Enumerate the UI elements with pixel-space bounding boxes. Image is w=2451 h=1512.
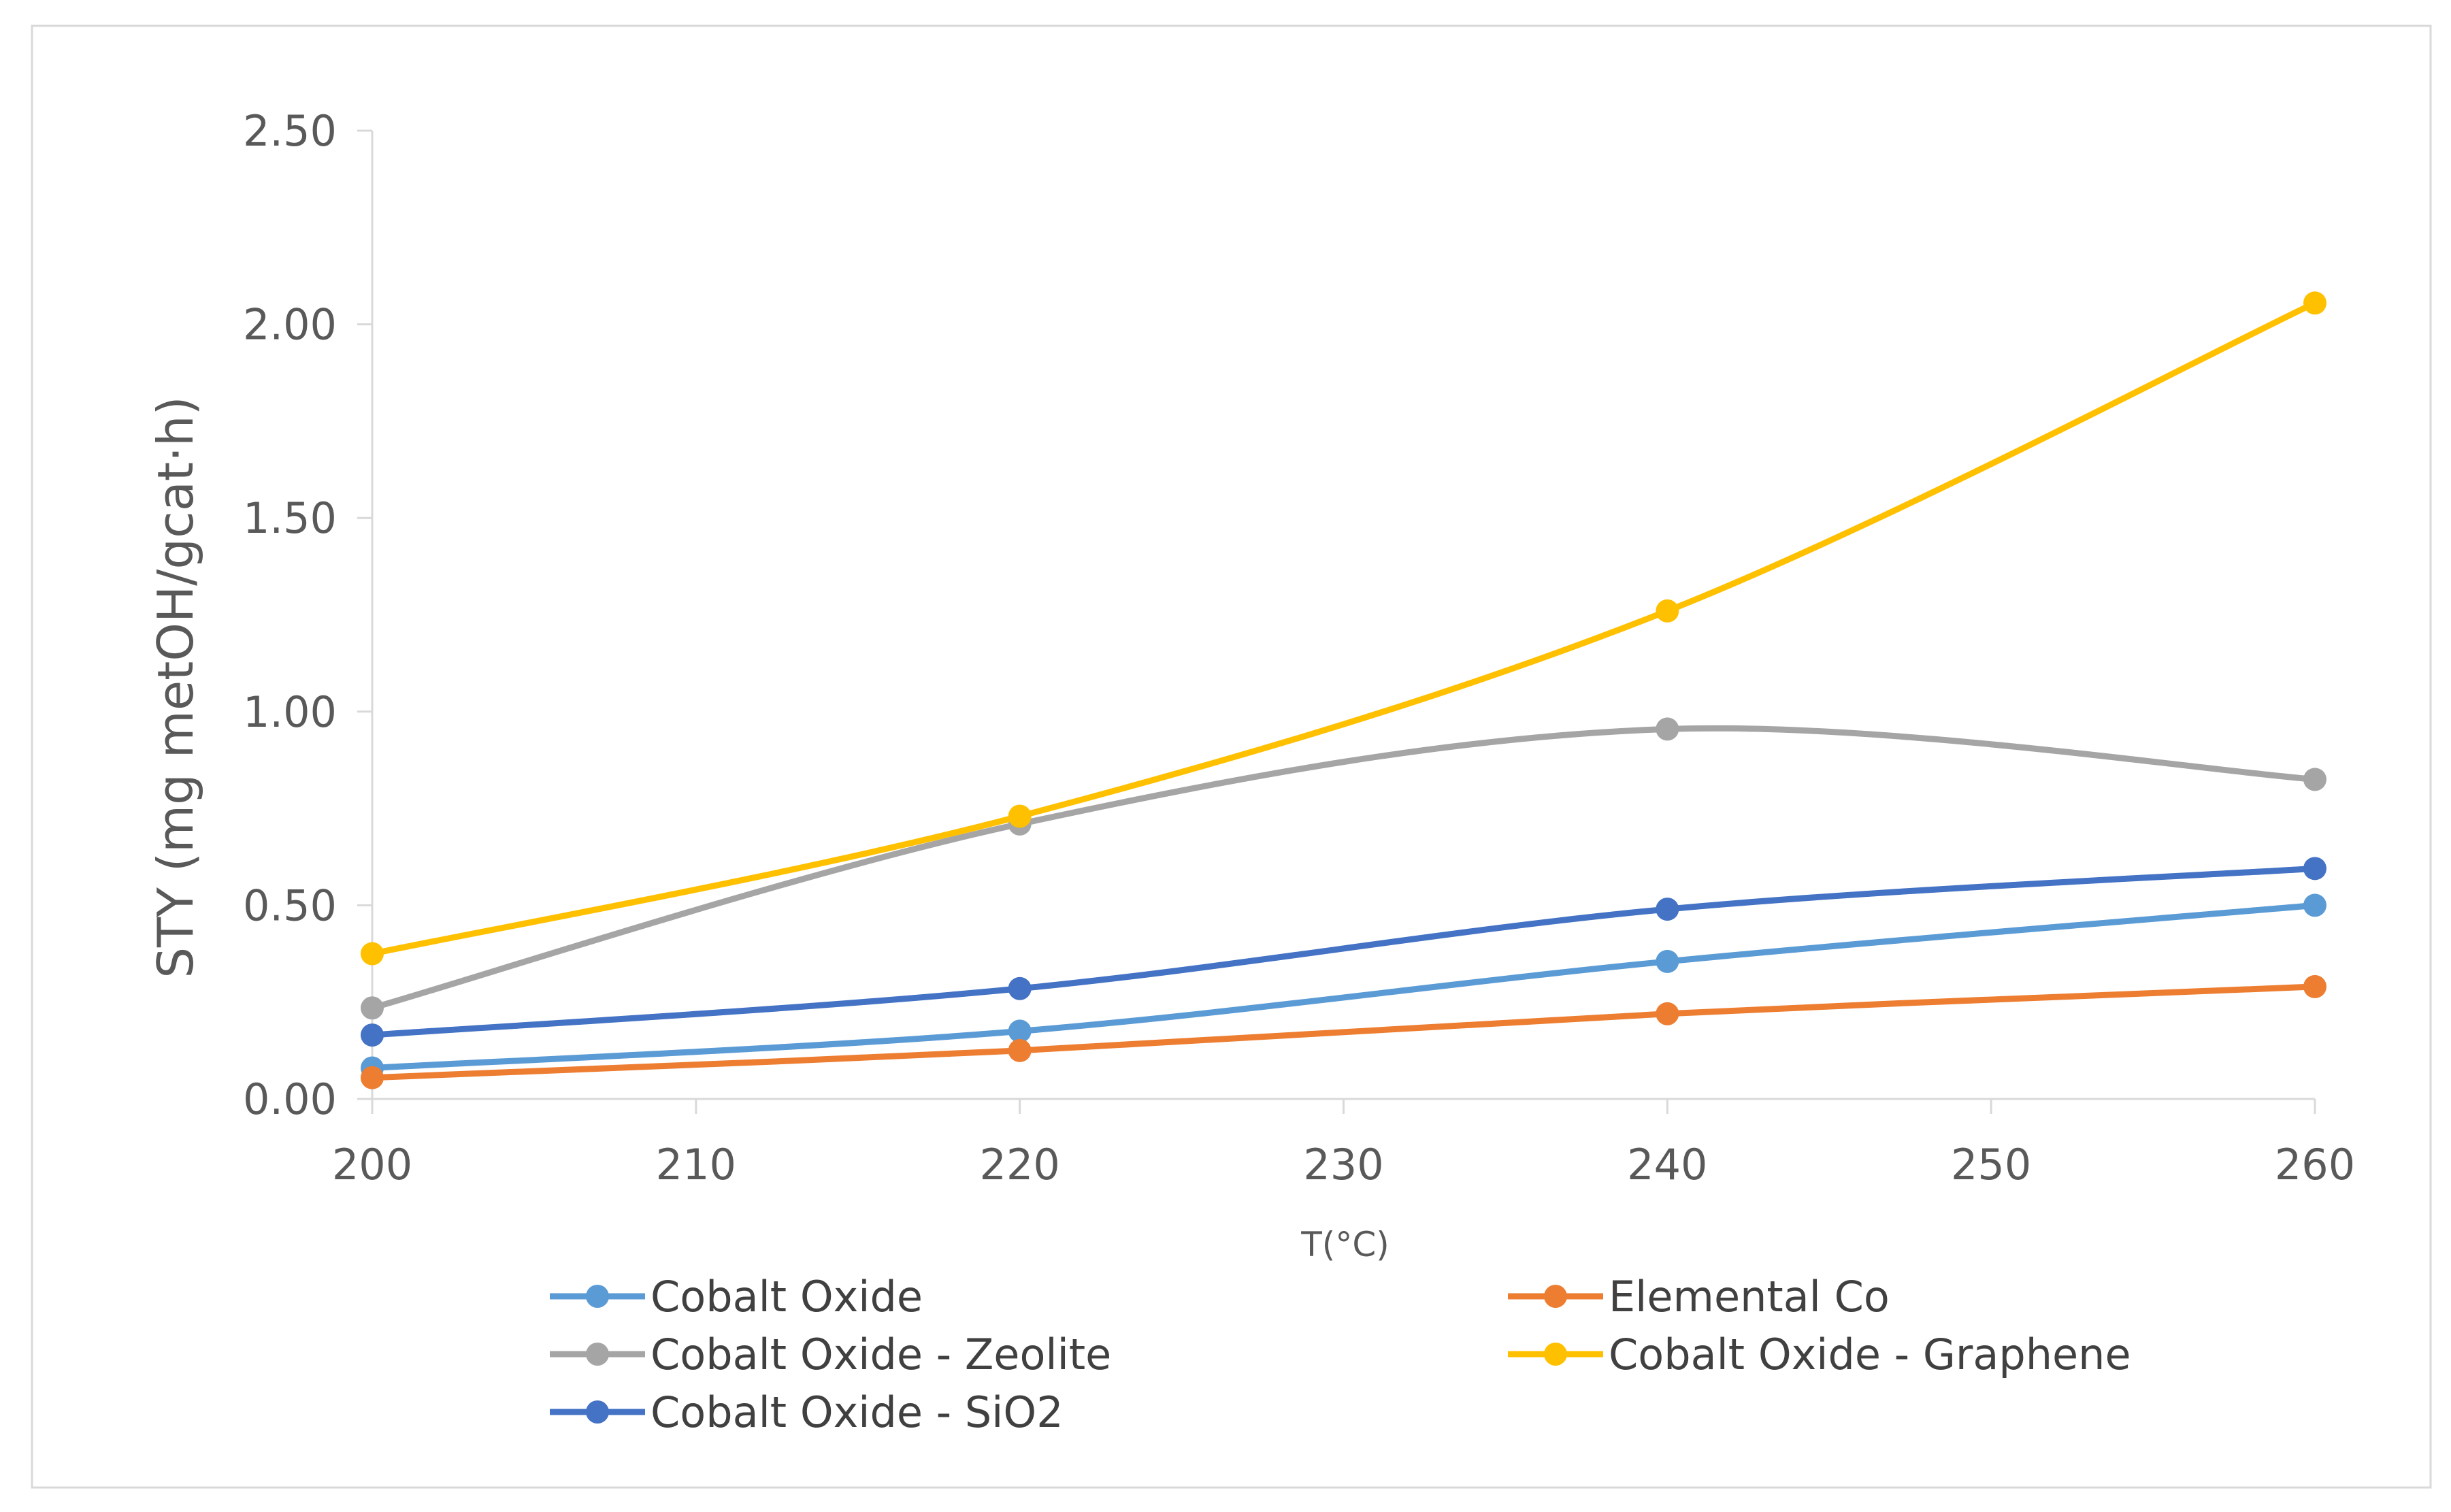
y-axis-title: STY (mg metOH/gcat·h) — [147, 396, 204, 978]
y-tick-label: 2.50 — [243, 106, 337, 156]
legend-item: Cobalt Oxide - Graphene — [1508, 1330, 2131, 1379]
data-point — [1656, 949, 1679, 973]
legend-item: Elemental Co — [1508, 1272, 1890, 1321]
legend-item: Cobalt Oxide - Zeolite — [550, 1330, 1111, 1379]
x-tick-label: 250 — [1951, 1140, 2031, 1189]
data-point — [2303, 974, 2326, 998]
data-point — [1656, 599, 1679, 623]
legend-label: Cobalt Oxide - SiO2 — [651, 1387, 1064, 1437]
x-tick-label: 220 — [979, 1140, 1059, 1189]
y-tick-label: 1.00 — [243, 687, 337, 737]
series-line — [369, 299, 2318, 957]
data-point — [361, 1023, 384, 1047]
data-point — [1008, 1038, 1032, 1062]
data-point — [2303, 291, 2326, 315]
legend-label: Cobalt Oxide - Zeolite — [651, 1330, 1111, 1379]
data-point — [1656, 717, 1679, 741]
x-axis-title: T(°C) — [1300, 1225, 1389, 1264]
legend-swatch-marker — [1544, 1343, 1567, 1366]
y-tick-label: 1.50 — [243, 493, 337, 543]
legend-label: Cobalt Oxide - Graphene — [1609, 1330, 2131, 1379]
series-line — [369, 865, 2318, 1038]
series-line — [369, 725, 2318, 1011]
data-point — [361, 942, 384, 966]
legend-label: Cobalt Oxide — [651, 1272, 923, 1321]
legend-swatch-marker — [586, 1400, 609, 1424]
y-tick-label: 0.00 — [243, 1074, 337, 1124]
series-cobalt-oxide-sio2 — [361, 857, 2326, 1047]
series-cobalt-oxide-graphene — [361, 291, 2326, 966]
data-point — [361, 996, 384, 1020]
data-point — [1008, 804, 1032, 828]
data-point — [2303, 768, 2326, 791]
data-point — [1656, 1002, 1679, 1025]
legend-swatch-marker — [586, 1343, 609, 1366]
axes: 0.00 0.50 1.00 1.50 2.00 2.50 200 210 220 230 240 2… — [243, 106, 2355, 1189]
x-tick-label: 210 — [656, 1140, 736, 1189]
series-line — [369, 983, 2318, 1081]
legend: Cobalt Oxide Elemental Co Cobalt Oxide - Z… — [550, 1272, 2131, 1437]
x-tick-label: 230 — [1303, 1140, 1383, 1189]
data-point — [1008, 1019, 1032, 1043]
legend-item: Cobalt Oxide — [550, 1272, 923, 1321]
x-tick-label: 240 — [1627, 1140, 1707, 1189]
data-point — [2303, 857, 2326, 881]
data-point — [361, 1066, 384, 1089]
x-tick-label: 200 — [332, 1140, 412, 1189]
y-tick-label: 2.00 — [243, 300, 337, 350]
legend-item: Cobalt Oxide - SiO2 — [550, 1387, 1064, 1437]
data-point — [2303, 893, 2326, 917]
legend-swatch-marker — [586, 1285, 609, 1308]
data-point — [1656, 898, 1679, 921]
legend-label: Elemental Co — [1609, 1272, 1890, 1321]
series-line — [369, 902, 2318, 1071]
y-tick-label: 0.50 — [243, 881, 337, 930]
x-tick-label: 260 — [2275, 1140, 2355, 1189]
data-point — [1008, 976, 1032, 1000]
series-elemental-co — [361, 974, 2326, 1089]
series-layer — [361, 291, 2326, 1089]
legend-swatch-marker — [1544, 1285, 1567, 1308]
